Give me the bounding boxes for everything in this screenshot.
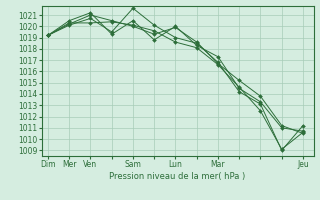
X-axis label: Pression niveau de la mer( hPa ): Pression niveau de la mer( hPa ) xyxy=(109,172,246,181)
